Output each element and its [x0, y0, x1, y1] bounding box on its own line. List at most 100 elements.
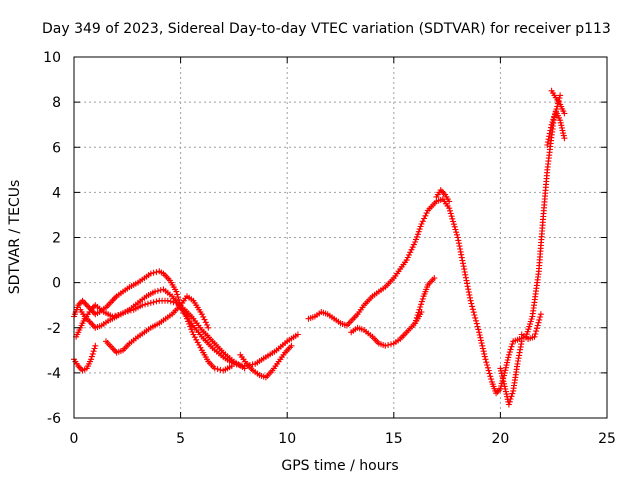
- data-point: [154, 287, 161, 294]
- data-point: [533, 328, 540, 335]
- data-point: [190, 331, 197, 338]
- y-tick-label: -4: [47, 366, 61, 382]
- label-layer: 0 5 10 15 20 25 -6 -4 -2 0 2 4 6 8 10: [43, 50, 616, 447]
- data-point: [471, 312, 478, 318]
- data-point: [174, 291, 181, 298]
- data-point: [506, 349, 513, 356]
- data-point: [545, 136, 552, 143]
- data-point: [465, 289, 472, 296]
- data-point: [422, 212, 429, 219]
- data-point: [91, 345, 98, 352]
- data-point: [197, 344, 204, 351]
- data-point: [466, 291, 473, 298]
- data-point: [88, 353, 95, 360]
- data-point: [189, 328, 196, 335]
- data-point: [414, 231, 421, 238]
- data-point: [474, 323, 481, 330]
- data-point: [147, 270, 154, 277]
- series-satellite-track-13: [544, 108, 568, 148]
- data-point: [157, 287, 164, 294]
- data-point: [447, 210, 454, 217]
- y-tick-label: -6: [47, 411, 61, 427]
- data-point: [413, 233, 420, 240]
- data-point: [531, 333, 538, 340]
- data-point: [418, 298, 425, 305]
- data-point: [153, 298, 160, 305]
- data-point: [175, 294, 181, 301]
- data-point: [508, 393, 515, 400]
- data-point: [535, 319, 542, 326]
- data-point: [548, 121, 555, 128]
- data-point: [558, 122, 565, 129]
- data-point: [460, 263, 467, 270]
- data-point: [498, 367, 504, 374]
- data-point: [416, 226, 423, 233]
- series-satellite-track-14: [548, 87, 568, 117]
- series-line: [73, 270, 233, 372]
- y-tick-label: 8: [52, 95, 61, 111]
- data-point: [455, 237, 462, 244]
- x-tick-label: 0: [70, 431, 79, 447]
- data-point: [560, 132, 567, 139]
- x-tick-label: 20: [491, 431, 509, 447]
- data-point: [485, 367, 492, 374]
- y-axis-title: SDTVAR / TECUs: [7, 180, 23, 295]
- data-point: [194, 339, 201, 346]
- data-point: [150, 269, 157, 276]
- data-point: [509, 390, 516, 397]
- data-point: [446, 198, 453, 205]
- data-point: [421, 215, 428, 222]
- data-point: [550, 116, 557, 123]
- data-point: [549, 119, 556, 125]
- data-point: [142, 301, 149, 308]
- tick-layer: [73, 56, 608, 419]
- data-point: [122, 309, 129, 315]
- data-point: [465, 286, 472, 293]
- data-point: [499, 373, 506, 380]
- data-point: [450, 221, 457, 228]
- data-point: [486, 370, 493, 377]
- data-point: [88, 356, 95, 363]
- data-point: [472, 314, 479, 321]
- data-point: [167, 298, 174, 305]
- data-point: [468, 300, 475, 307]
- data-point: [473, 317, 479, 324]
- series-satellite-track-12: [518, 311, 544, 342]
- data-point: [414, 312, 421, 319]
- data-point: [417, 304, 424, 310]
- series-satellite-track-10: [433, 187, 453, 205]
- data-point: [288, 342, 295, 349]
- data-point: [201, 316, 208, 323]
- data-point: [204, 322, 210, 328]
- data-point: [198, 311, 205, 318]
- data-point: [487, 373, 494, 380]
- chart-title: Day 349 of 2023, Sidereal Day-to-day VTE…: [42, 21, 611, 37]
- data-point: [449, 215, 456, 222]
- x-tick-label: 5: [176, 431, 185, 447]
- data-point: [200, 313, 207, 320]
- data-point: [423, 210, 430, 217]
- data-point: [241, 365, 248, 372]
- data-point: [406, 251, 412, 258]
- data-point: [453, 229, 460, 236]
- data-point: [501, 380, 508, 387]
- data-point: [164, 297, 171, 304]
- data-point: [467, 294, 473, 301]
- data-point: [517, 346, 524, 353]
- data-point: [507, 396, 514, 402]
- data-point: [410, 241, 417, 248]
- x-tick-label: 15: [385, 431, 403, 447]
- data-point: [479, 345, 486, 352]
- data-point: [385, 342, 392, 348]
- data-point: [125, 308, 131, 315]
- data-point: [173, 288, 180, 295]
- data-point: [537, 314, 544, 320]
- data-point: [488, 376, 495, 383]
- data-point: [446, 205, 453, 212]
- data-point: [170, 299, 177, 306]
- data-point: [478, 337, 484, 344]
- x-tick-label: 25: [598, 431, 616, 447]
- data-point: [536, 316, 543, 323]
- series-satellite-track-3: [71, 342, 99, 374]
